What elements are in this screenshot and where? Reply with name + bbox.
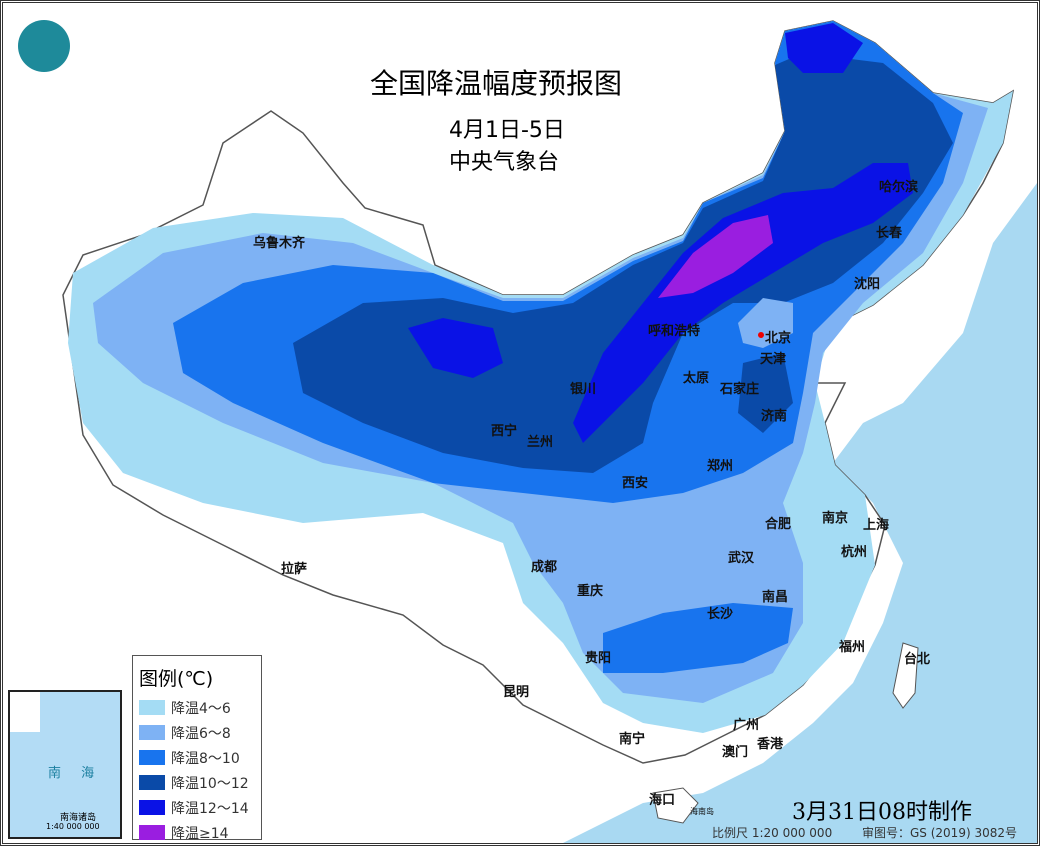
city-label: 哈尔滨 xyxy=(879,180,919,195)
city-label: 兰州 xyxy=(527,435,554,450)
city-label: 海南岛 xyxy=(690,807,714,816)
city-label: 香港 xyxy=(757,737,784,752)
city-label: 西安 xyxy=(622,476,649,491)
inset-caption: 南海诸岛 xyxy=(60,813,97,823)
legend-label: 降温6～8 xyxy=(171,725,231,742)
review-number: 审图号：GS (2019) 3082号 xyxy=(862,826,1017,840)
zone-12-14-east xyxy=(573,163,913,443)
legend-label: 降温10～12 xyxy=(171,775,249,792)
issued-time: 3月31日08时制作 xyxy=(792,800,972,825)
city-label: 拉萨 xyxy=(281,562,308,577)
city-label: 台北 xyxy=(904,652,931,667)
city-label: 济南 xyxy=(761,409,788,424)
zone-10-12-north-china xyxy=(738,353,793,433)
city-label: 南昌 xyxy=(762,590,789,605)
city-label: 武汉 xyxy=(728,551,755,566)
forecast-period: 4月1日-5日 xyxy=(449,118,565,143)
city-label: 太原 xyxy=(683,371,710,386)
map-scale: 比例尺 1:20 000 000 xyxy=(712,826,833,840)
zone-12-14-northeast xyxy=(785,23,863,73)
map-title: 全国降温幅度预报图 xyxy=(370,67,623,100)
legend-item: 降温≥14 xyxy=(139,820,261,845)
legend-swatch xyxy=(139,700,165,715)
inset-scale: 1:40 000 000 xyxy=(46,822,100,831)
city-label: 银川 xyxy=(570,382,597,397)
legend-swatch xyxy=(139,800,165,815)
legend-label: 降温4～6 xyxy=(171,700,231,717)
zone-12-14 xyxy=(408,318,503,378)
legend-swatch xyxy=(139,775,165,790)
legend-label: 降温12～14 xyxy=(171,800,249,817)
city-label: 长沙 xyxy=(707,607,734,622)
city-label: 天津 xyxy=(760,352,787,367)
legend-item: 降温10～12 xyxy=(139,770,261,795)
city-label: 北京 xyxy=(765,331,792,346)
city-label: 昆明 xyxy=(503,685,530,700)
zone-14-plus xyxy=(658,215,773,298)
legend-swatch xyxy=(139,750,165,765)
legend: 图例(℃) 降温4～6 降温6～8 降温8～10 降温10～12 降温12～14… xyxy=(132,655,262,842)
beijing-capital-marker xyxy=(758,332,764,338)
city-label: 合肥 xyxy=(765,517,792,532)
legend-item: 降温12～14 xyxy=(139,795,261,820)
inset-land xyxy=(10,692,40,732)
city-label: 西宁 xyxy=(491,424,518,439)
cma-logo xyxy=(18,20,70,72)
legend-label: 降温≥14 xyxy=(171,825,229,842)
legend-item: 降温4～6 xyxy=(139,695,261,720)
taiwan xyxy=(892,642,919,709)
city-label: 杭州 xyxy=(841,545,868,560)
city-label: 成都 xyxy=(531,560,558,575)
land-cutout-beijing xyxy=(738,298,793,348)
city-label: 石家庄 xyxy=(720,382,760,397)
south-china-sea-inset: 南 海 南海诸岛 1:40 000 000 xyxy=(8,690,122,839)
legend-label: 降温8～10 xyxy=(171,750,240,767)
city-label: 沈阳 xyxy=(854,277,881,292)
city-label: 重庆 xyxy=(577,584,604,599)
city-label: 上海 xyxy=(863,518,890,533)
legend-swatch xyxy=(139,725,165,740)
issuer: 中央气象台 xyxy=(449,150,560,175)
zone-8-10-south xyxy=(603,603,793,673)
city-label: 乌鲁木齐 xyxy=(253,236,306,251)
city-label: 长春 xyxy=(876,226,903,241)
city-label: 南京 xyxy=(822,511,849,526)
legend-title: 图例(℃) xyxy=(139,668,214,690)
city-label: 呼和浩特 xyxy=(648,324,701,339)
city-label: 郑州 xyxy=(707,459,734,474)
city-label: 福州 xyxy=(839,640,866,655)
legend-item: 降温8～10 xyxy=(139,745,261,770)
inset-sea-label: 南 海 xyxy=(48,766,103,781)
legend-item: 降温6～8 xyxy=(139,720,261,745)
city-label: 南宁 xyxy=(619,732,646,747)
legend-swatch xyxy=(139,825,165,840)
city-label: 贵阳 xyxy=(585,651,612,666)
city-label: 海口 xyxy=(649,793,676,808)
city-label: 澳门 xyxy=(722,745,749,760)
city-label: 广州 xyxy=(733,718,760,733)
hainan xyxy=(652,787,699,824)
